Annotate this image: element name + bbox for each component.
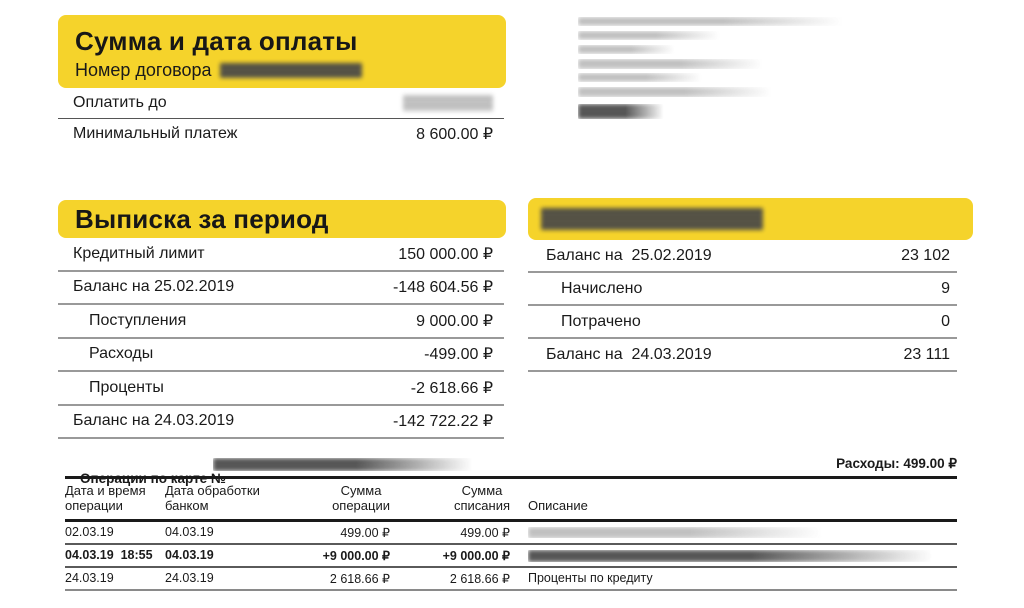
interest-value: -2 618.66 ₽ — [410, 379, 493, 397]
pay-until-label: Оплатить до — [73, 94, 167, 111]
bonus-opening-balance-row: Баланс на 25.02.2019 23 102 — [528, 240, 957, 273]
col-charge-amount: Сумма списания — [390, 477, 510, 522]
bonus-closing-balance-value: 23 111 — [903, 345, 950, 363]
bonus-accrued-value: 9 — [941, 279, 950, 297]
contract-number-label: Номер договора — [75, 60, 212, 80]
redacted-text — [578, 87, 772, 97]
description-cell — [510, 543, 957, 568]
description-cell — [510, 520, 957, 545]
bonus-accrued-row: Начислено 9 — [528, 273, 957, 306]
bank-date-cell: 24.03.19 — [165, 566, 290, 591]
credit-limit-row: Кредитный лимит 150 000.00 ₽ — [58, 238, 504, 272]
redacted-text — [578, 45, 675, 54]
charge-amount-cell: 2 618.66 ₽ — [390, 566, 510, 591]
op-date-cell: 24.03.19 — [65, 566, 165, 591]
redacted-bonus-title — [541, 208, 763, 230]
charge-amount-cell: +9 000.00 ₽ — [390, 543, 510, 568]
pay-until-row: Оплатить до — [58, 88, 504, 119]
op-amount-cell: 499.00 ₽ — [290, 520, 390, 545]
incoming-row: Поступления 9 000.00 ₽ — [58, 305, 504, 339]
redacted-contract-number — [219, 63, 362, 78]
redacted-description — [528, 549, 933, 562]
redacted-text — [578, 73, 702, 82]
expenses-label: Расходы — [89, 345, 154, 363]
bonus-opening-balance-value: 23 102 — [901, 246, 950, 264]
bonus-accrued-label: Начислено — [561, 279, 643, 297]
credit-limit-value: 150 000.00 ₽ — [398, 245, 493, 263]
bonus-table: Баланс на 25.02.2019 23 102 Начислено 9 … — [528, 240, 957, 372]
charge-amount-cell: 499.00 ₽ — [390, 520, 510, 545]
bonus-spent-row: Потрачено 0 — [528, 306, 957, 339]
op-amount-cell: +9 000.00 ₽ — [290, 543, 390, 568]
col-op-date: Дата и время операции — [65, 477, 165, 522]
redacted-text — [578, 59, 763, 69]
redacted-description — [528, 527, 823, 539]
op-date-cell: 04.03.19 18:55 — [65, 543, 165, 568]
operations-header-row: Дата и время операции Дата обработки банко… — [65, 477, 957, 522]
payment-summary-box: Сумма и дата оплаты Номер договора — [58, 15, 506, 88]
opening-balance-value: -148 604.56 ₽ — [392, 279, 493, 297]
incoming-label: Поступления — [89, 311, 187, 329]
closing-balance-row: Баланс на 24.03.2019 -142 722.22 ₽ — [58, 406, 504, 439]
redacted-text — [578, 104, 664, 119]
credit-limit-label: Кредитный лимит — [73, 244, 205, 262]
interest-label: Проценты — [89, 378, 164, 396]
opening-balance-row: Баланс на 25.02.2019 -148 604.56 ₽ — [58, 272, 504, 305]
op-date-cell: 02.03.19 — [65, 520, 165, 545]
bonus-box — [528, 198, 973, 240]
operation-row: 04.03.19 18:55 04.03.19 +9 000.00 ₽ +9 0… — [65, 543, 957, 568]
bonus-closing-balance-label: Баланс на 24.03.2019 — [546, 345, 712, 363]
minimum-payment-value: 8 600.00 ₽ — [416, 126, 493, 143]
bonus-spent-label: Потрачено — [561, 312, 641, 330]
statement-period-title: Выписка за период — [75, 204, 329, 234]
incoming-value: 9 000.00 ₽ — [416, 312, 493, 330]
operations-table: Дата и время операции Дата обработки банко… — [65, 476, 957, 591]
minimum-payment-row: Минимальный платеж 8 600.00 ₽ — [58, 119, 504, 149]
redacted-text — [578, 17, 843, 26]
redacted-text — [578, 31, 720, 40]
redacted-card-number — [213, 458, 473, 471]
payment-summary-title: Сумма и дата оплаты — [75, 26, 358, 56]
contract-number-row: Номер договора — [75, 60, 362, 81]
interest-row: Проценты -2 618.66 ₽ — [58, 372, 504, 406]
expenses-row: Расходы -499.00 ₽ — [58, 339, 504, 372]
bank-date-cell: 04.03.19 — [165, 520, 290, 545]
op-amount-cell: 2 618.66 ₽ — [290, 566, 390, 591]
col-bank-date: Дата обработки банком — [165, 477, 290, 522]
operation-row: 24.03.19 24.03.19 2 618.66 ₽ 2 618.66 ₽ … — [65, 566, 957, 591]
statement-period-box: Выписка за период — [58, 200, 506, 238]
description-cell: Проценты по кредиту — [510, 566, 957, 591]
closing-balance-value: -142 722.22 ₽ — [392, 413, 493, 431]
redacted-pay-until-date — [403, 95, 493, 111]
bank-date-cell: 04.03.19 — [165, 543, 290, 568]
statement-table: Кредитный лимит 150 000.00 ₽ Баланс на 2… — [58, 238, 504, 439]
bonus-opening-balance-label: Баланс на 25.02.2019 — [546, 246, 712, 264]
closing-balance-label: Баланс на 24.03.2019 — [73, 412, 235, 430]
operations-expenses-total: Расходы: 499.00 ₽ — [836, 456, 957, 471]
operation-row: 02.03.19 04.03.19 499.00 ₽ 499.00 ₽ — [65, 520, 957, 545]
bonus-closing-balance-row: Баланс на 24.03.2019 23 111 — [528, 339, 957, 372]
expenses-value: -499.00 ₽ — [424, 346, 493, 364]
col-op-amount: Сумма операции — [290, 477, 390, 522]
bonus-spent-value: 0 — [941, 312, 950, 330]
col-description: Описание — [510, 477, 957, 522]
opening-balance-label: Баланс на 25.02.2019 — [73, 278, 235, 296]
minimum-payment-label: Минимальный платеж — [73, 125, 238, 142]
payment-table: Оплатить до Минимальный платеж 8 600.00 … — [58, 88, 504, 149]
